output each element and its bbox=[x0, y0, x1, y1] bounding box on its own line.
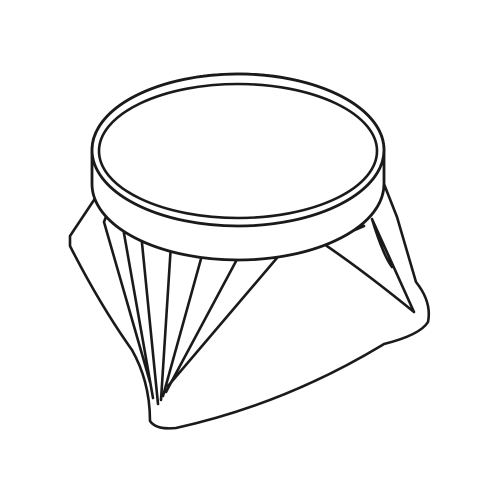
collar-rim-outer bbox=[92, 74, 384, 226]
pleat-line bbox=[166, 250, 242, 392]
